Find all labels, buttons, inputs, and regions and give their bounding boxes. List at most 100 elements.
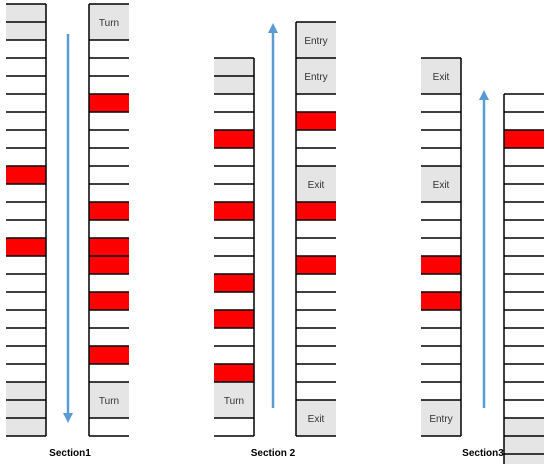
- empty-slot: [89, 148, 129, 166]
- empty-slot: [6, 40, 46, 58]
- zone-cell: [296, 400, 336, 436]
- zone-cell: [296, 166, 336, 202]
- empty-slot: [421, 112, 461, 130]
- occupied-slot: [296, 202, 336, 220]
- empty-slot: [504, 364, 544, 382]
- empty-slot: [89, 364, 129, 382]
- empty-slot: [504, 346, 544, 364]
- empty-slot: [421, 220, 461, 238]
- empty-slot: [421, 274, 461, 292]
- empty-slot: [504, 238, 544, 256]
- zone-cell: [296, 58, 336, 94]
- zone-label: Exit: [308, 180, 325, 191]
- empty-slot: [504, 184, 544, 202]
- occupied-slot: [89, 94, 129, 112]
- empty-slot: [421, 364, 461, 382]
- empty-slot: [296, 328, 336, 346]
- zone-label: Exit: [308, 414, 325, 425]
- zone-cell: [296, 22, 336, 58]
- occupied-slot: [89, 346, 129, 364]
- empty-slot: [504, 148, 544, 166]
- occupied-slot: [421, 292, 461, 310]
- occupied-slot: [6, 238, 46, 256]
- section3-left-column: Exit Exit Entry: [421, 57, 462, 437]
- occupied-slot: [296, 112, 336, 130]
- zone-label: Entry: [304, 72, 327, 83]
- zone-cell: [214, 76, 254, 94]
- section1-left-column: [6, 3, 47, 437]
- occupied-slot: [89, 238, 129, 256]
- empty-slot: [296, 346, 336, 364]
- section3-right-column: [503, 93, 544, 464]
- empty-slot: [504, 310, 544, 328]
- empty-slot: [296, 130, 336, 148]
- occupied-slot: [214, 364, 254, 382]
- section2-right-column: Entry Entry Exit Exit: [295, 21, 336, 437]
- section-3: Exit Exit Entry Section3: [421, 57, 544, 464]
- section-1: Turn Turn Section1: [6, 3, 129, 459]
- empty-slot: [504, 220, 544, 238]
- empty-slot: [6, 274, 46, 292]
- empty-slot: [296, 238, 336, 256]
- empty-slot: [214, 94, 254, 112]
- empty-slot: [421, 94, 461, 112]
- empty-slot: [296, 310, 336, 328]
- occupied-slot: [6, 166, 46, 184]
- empty-slot: [421, 238, 461, 256]
- occupied-slot: [214, 274, 254, 292]
- empty-slot: [504, 292, 544, 310]
- occupied-slot: [214, 310, 254, 328]
- empty-slot: [6, 328, 46, 346]
- empty-slot: [6, 202, 46, 220]
- empty-slot: [89, 328, 129, 346]
- empty-slot: [421, 202, 461, 220]
- empty-slot: [421, 148, 461, 166]
- empty-slot: [6, 310, 46, 328]
- empty-slot: [296, 382, 336, 400]
- empty-slot: [504, 112, 544, 130]
- occupied-slot: [504, 130, 544, 148]
- empty-slot: [89, 58, 129, 76]
- empty-slot: [89, 310, 129, 328]
- zone-label: Entry: [429, 414, 452, 425]
- empty-slot: [6, 220, 46, 238]
- empty-slot: [214, 184, 254, 202]
- empty-slot: [89, 166, 129, 184]
- empty-slot: [6, 148, 46, 166]
- empty-slot: [89, 220, 129, 238]
- zone-cell: [89, 4, 129, 40]
- empty-slot: [296, 148, 336, 166]
- zone-label: Exit: [433, 180, 450, 191]
- section-label: Section3: [462, 448, 504, 459]
- zone-label: Exit: [433, 72, 450, 83]
- zone-cell: [89, 382, 129, 418]
- zone-cell: [6, 4, 46, 22]
- zone-cell: [504, 436, 544, 454]
- zone-label: Entry: [304, 36, 327, 47]
- occupied-slot: [89, 256, 129, 274]
- zone-cell: [6, 22, 46, 40]
- empty-slot: [296, 292, 336, 310]
- empty-slot: [421, 130, 461, 148]
- occupied-slot: [89, 292, 129, 310]
- empty-slot: [89, 184, 129, 202]
- empty-slot: [6, 112, 46, 130]
- zone-label: Turn: [99, 18, 119, 29]
- empty-slot: [214, 112, 254, 130]
- section-label: Section 2: [251, 448, 296, 459]
- zone-cell: [6, 400, 46, 418]
- empty-slot: [504, 202, 544, 220]
- empty-slot: [6, 130, 46, 148]
- section2-left-column: Turn: [214, 57, 255, 437]
- empty-slot: [214, 292, 254, 310]
- section1-right-column: Turn Turn: [88, 3, 129, 437]
- empty-slot: [504, 274, 544, 292]
- section-2: Turn Entry Entry Exit Exit Section 2: [214, 21, 336, 459]
- empty-slot: [296, 220, 336, 238]
- empty-slot: [6, 76, 46, 94]
- empty-slot: [504, 166, 544, 184]
- empty-slot: [89, 112, 129, 130]
- empty-slot: [214, 166, 254, 184]
- zone-cell: [504, 418, 544, 436]
